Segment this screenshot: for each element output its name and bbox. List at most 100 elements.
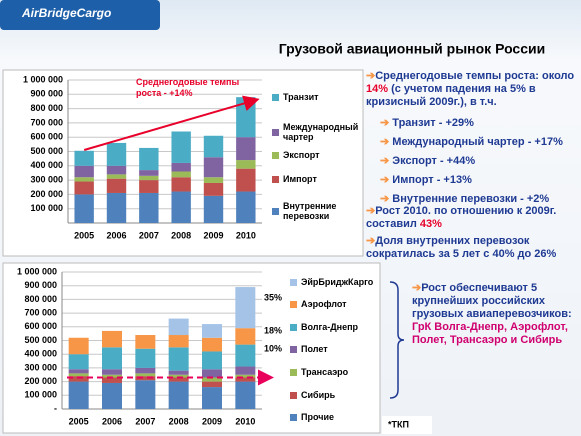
bar-segment [74, 165, 94, 178]
x-tick-label: 2008 [169, 416, 189, 426]
highlight: 43% [419, 218, 442, 230]
text: Импорт - +13% [392, 174, 472, 186]
bar-segment [102, 330, 122, 348]
text: Внутренние перевозки - +2% [392, 193, 550, 205]
bar-segment [202, 381, 222, 388]
legend-label: Экспорт [283, 150, 320, 160]
bar-segment [171, 177, 191, 192]
legend-label: Полет [301, 344, 328, 354]
chart-frame [2, 262, 381, 434]
legend-label: Сибирь [301, 390, 336, 400]
legend-swatch [290, 300, 297, 308]
y-tick-label: 400 000 [30, 160, 63, 170]
bar-segment [102, 382, 122, 409]
bar-segment [74, 181, 94, 195]
bar-segment [106, 178, 127, 193]
bar-segment [74, 150, 94, 166]
legend-item: Трансаэро [290, 367, 385, 377]
legend-label: Прочие [301, 412, 335, 422]
y-tick-label: 200 000 [24, 376, 57, 386]
bar-segment [168, 377, 189, 382]
x-tick-label: 2007 [135, 416, 155, 426]
legend-swatch [290, 278, 297, 286]
legend-item: Волга-Днепр [290, 322, 385, 332]
x-tick-label: 2005 [74, 230, 94, 240]
bar-segment [106, 165, 127, 175]
bar-segment [236, 137, 256, 161]
bar-segment [135, 367, 156, 374]
y-tick-label: 500 000 [30, 146, 63, 156]
text: Доля внутренних перевозок сократилась за… [366, 235, 557, 260]
sub-bullet: ➔ Экспорт - +44% [380, 155, 580, 168]
bar-segment [235, 328, 256, 345]
legend-item: Сибирь [290, 390, 385, 400]
bar-segment [139, 175, 159, 181]
y-tick-label: 800 000 [24, 294, 57, 304]
note-box [382, 416, 432, 434]
bar-segment [235, 366, 256, 375]
bar-segment [203, 177, 224, 183]
bar-segment [202, 337, 222, 352]
bar-segment [106, 142, 127, 166]
bar-segment [139, 192, 159, 223]
bar-segment [68, 381, 89, 409]
text: Международный чартер - +17% [392, 136, 563, 148]
x-tick-label: 2005 [69, 416, 89, 426]
bar-segment [68, 354, 89, 370]
bracket [389, 281, 405, 399]
text: Рост обеспечивают 5 крупнейших российски… [412, 282, 572, 320]
bar-segment [168, 347, 189, 371]
bar-segment [171, 131, 191, 163]
trend-arrow [83, 95, 260, 151]
legend-label: Транзит [283, 92, 319, 102]
y-tick-label: 600 000 [24, 321, 57, 331]
bar-segment [202, 324, 222, 338]
bar-segment [135, 335, 156, 349]
bullet: ➔Среднегодовые темпы роста: около 14% (с… [366, 70, 575, 108]
bar-segment [168, 318, 189, 336]
text: Транзит - +29% [392, 117, 474, 129]
y-tick-label: 100 000 [30, 203, 63, 213]
legend-item: Прочие [290, 412, 385, 422]
bar-segment [102, 377, 122, 383]
legend-label: Международный чартер [283, 122, 359, 142]
text: Рост 2010. по отношению к 2009г. состави… [366, 205, 557, 230]
y-tick-label: 200 000 [30, 189, 63, 199]
legend-swatch [272, 128, 279, 136]
share-label: 35% [264, 292, 282, 302]
y-tick-label: 900 000 [24, 280, 57, 290]
y-tick-label: 700 000 [24, 307, 57, 317]
x-tick-label: 2006 [102, 416, 122, 426]
legend-swatch [290, 368, 297, 376]
bar-segment [74, 177, 94, 182]
y-tick-label: 800 000 [30, 103, 63, 113]
legend-item: Экспорт [272, 150, 357, 160]
bar-segment [102, 374, 122, 378]
legend-label: ЭйрБриджКарго [301, 277, 374, 287]
bar-segment [168, 370, 189, 375]
bar-segment [106, 174, 127, 179]
arrow: ➔ [380, 193, 393, 205]
legend-swatch [290, 413, 297, 421]
logo: AirBridgeCargo [21, 6, 111, 20]
legend-swatch [272, 175, 279, 183]
bar-segment [202, 377, 222, 382]
bar-segment [235, 374, 256, 378]
bar-segment [235, 344, 256, 367]
text: (с учетом падения на 5% в кризисный 2009… [366, 83, 536, 108]
legend-label: Импорт [283, 174, 317, 184]
bar-segment [168, 335, 189, 348]
legend-item: Транзит [272, 92, 357, 102]
bar-segment [168, 374, 189, 378]
bar-segment [168, 381, 189, 409]
legend-swatch [272, 151, 279, 159]
legend-swatch [272, 207, 279, 215]
sub-bullet: ➔ Импорт - +13% [380, 174, 580, 187]
arrow: ➔ [380, 136, 393, 148]
carrier-list: ГрК Волга-Днепр, Аэрофлот, Полет, Транса… [412, 321, 568, 346]
bar-segment [235, 381, 256, 409]
y-tick-label: 600 000 [30, 132, 63, 142]
text: Экспорт - +44% [392, 155, 476, 167]
bar-segment [68, 373, 89, 377]
